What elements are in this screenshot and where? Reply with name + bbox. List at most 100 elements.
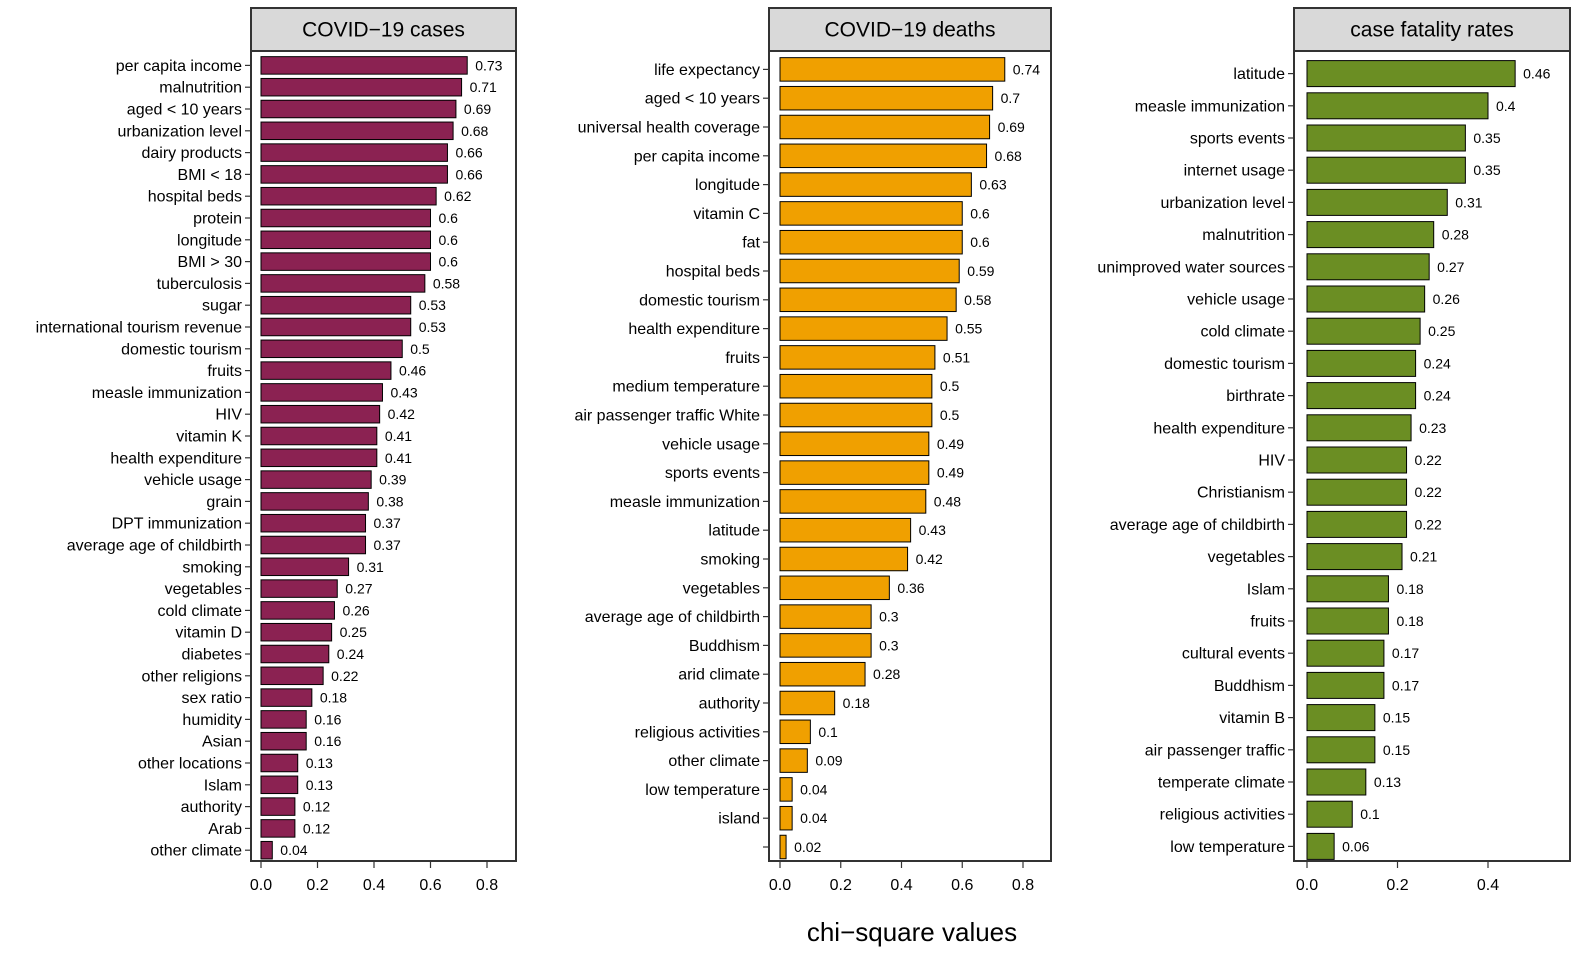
- panel-3-bar-birthrate: [1306, 382, 1417, 410]
- panel-2-bar-hospital-beds: [779, 258, 960, 284]
- panel-2-value-label-vitamin-c: 0.6: [970, 205, 990, 221]
- panel-2-value-label-island: 0.04: [800, 810, 827, 826]
- panel-2-bar-measle-immunization: [779, 489, 927, 514]
- panel-1-bar-hospital-beds: [260, 186, 437, 206]
- panel-1-bar-measle-immunization: [260, 383, 383, 402]
- panel-2-category-label-air-passenger-traffic-white: air passenger traffic White: [574, 408, 760, 425]
- panel-3: case fatality rates latitude 0.46 measle im…: [1097, 7, 1571, 894]
- panel-3-bar-buddhism: [1306, 671, 1385, 699]
- panel-1-category-label-vehicle-usage: vehicle usage: [144, 472, 242, 489]
- panel-2-value-label-authority: 0.18: [843, 695, 870, 711]
- panel-1-category-label-longitude: longitude: [177, 232, 242, 249]
- panel-3-category-label-domestic-tourism: domestic tourism: [1164, 356, 1285, 373]
- panel-2-bar-blank: [779, 834, 787, 860]
- panel-1-category-label-diabetes: diabetes: [182, 647, 243, 664]
- panel-1-bar-tuberculosis: [260, 274, 426, 293]
- panel-1-value-label-aged-10-years: 0.69: [464, 101, 491, 117]
- panel-3-category-label-cultural-events: cultural events: [1182, 646, 1285, 663]
- panel-3-value-label-latitude: 0.46: [1523, 66, 1550, 82]
- panel-3-value-label-measle-immunization: 0.4: [1496, 98, 1516, 114]
- panel-2-value-label-measle-immunization: 0.48: [934, 493, 961, 509]
- panel-1-bar-authority: [260, 797, 296, 816]
- panel-3-value-label-temperate-climate: 0.13: [1374, 774, 1401, 790]
- panel-1-value-label-asian: 0.16: [314, 733, 341, 749]
- panel-1-value-label-diabetes: 0.24: [337, 646, 364, 662]
- panel-1-value-label-protein: 0.6: [439, 210, 459, 226]
- panel-3-bar-cultural-events: [1306, 639, 1385, 667]
- panel-2-category-label-island: island: [718, 811, 760, 828]
- panel-3-bar-vitamin-b: [1306, 704, 1376, 732]
- panel-1-bar-dpt-immunization: [260, 513, 367, 533]
- panel-3-category-label-latitude: latitude: [1233, 66, 1285, 83]
- panel-3-bar-measle-immunization: [1306, 92, 1489, 120]
- panel-2-value-label-health-expenditure: 0.55: [955, 321, 982, 337]
- panel-3-bar-vehicle-usage: [1306, 285, 1426, 313]
- panel-3-category-label-vegetables: vegetables: [1208, 549, 1285, 566]
- panel-1-bar-international-tourism-revenue: [260, 317, 412, 337]
- panel-3-value-label-buddhism: 0.17: [1392, 677, 1419, 693]
- panel-1-bar-aged-10-years: [260, 99, 457, 119]
- panel-1-category-label-other-locations: other locations: [138, 756, 242, 773]
- panel-2-bar-average-age-of-childbirth: [779, 604, 872, 629]
- panel-2-bar-domestic-tourism: [779, 287, 957, 313]
- panel-2-category-label-universal-health-coverage: universal health coverage: [578, 120, 760, 137]
- panel-1-category-label-vitamin-d: vitamin D: [175, 625, 242, 642]
- panel-3-value-label-fruits: 0.18: [1396, 613, 1423, 629]
- panel-1-bar-dairy-products: [260, 143, 448, 162]
- panel-1-bar-grain: [260, 492, 369, 511]
- panel-2-bar-religious-activities: [779, 719, 811, 745]
- panel-1-bar-humidity: [260, 710, 307, 729]
- panel-2-value-label-aged-10-years: 0.7: [1001, 90, 1021, 106]
- panel-1-bar-vehicle-usage: [260, 470, 372, 489]
- panel-1-category-label-islam: Islam: [204, 777, 242, 794]
- panel-3-bar-vegetables: [1306, 543, 1403, 571]
- panel-1-bar-bmi-30: [260, 252, 431, 271]
- panel-1-category-label-aged-10-years: aged < 10 years: [127, 102, 242, 119]
- panel-3-bar-latitude: [1306, 60, 1516, 88]
- panel-1-bar-smoking: [260, 557, 350, 577]
- panel-3-bar-religious-activities: [1306, 800, 1353, 828]
- panel-1-value-label-international-tourism-revenue: 0.53: [419, 319, 446, 335]
- panel-1-bar-protein: [260, 208, 431, 228]
- panel-1-category-label-health-expenditure: health expenditure: [110, 450, 242, 467]
- panel-3-category-label-health-expenditure: health expenditure: [1153, 420, 1285, 437]
- panel-1-bar-diabetes: [260, 644, 330, 664]
- panel-3-bar-health-expenditure: [1306, 414, 1412, 442]
- panel-1-bar-other-religions: [260, 666, 324, 686]
- panel-3-bar-sports-events: [1306, 124, 1466, 152]
- panel-2-category-label-measle-immunization: measle immunization: [610, 494, 760, 511]
- panel-3-strip: [1293, 7, 1571, 52]
- panel-3-category-label-birthrate: birthrate: [1226, 388, 1285, 405]
- panel-2-category-label-religious-activities: religious activities: [635, 724, 760, 741]
- panel-1-value-label-bmi-30: 0.6: [439, 254, 459, 270]
- panel-2-value-label-religious-activities: 0.1: [818, 724, 838, 740]
- panel-1-value-label-bmi-18: 0.66: [455, 166, 482, 182]
- panel-3-bar-internet-usage: [1306, 156, 1466, 184]
- panel-3-category-label-vitamin-b: vitamin B: [1219, 710, 1285, 727]
- panel-2-bar-arid-climate: [779, 661, 866, 687]
- panel-2-category-label-vehicle-usage: vehicle usage: [662, 436, 760, 453]
- panel-1-value-label-arab: 0.12: [303, 820, 330, 836]
- panel-1-bar-hiv: [260, 404, 381, 424]
- panel-2-bar-other-climate: [779, 748, 808, 773]
- panel-1-category-label-malnutrition: malnutrition: [159, 80, 242, 97]
- panel-2-category-label-vitamin-c: vitamin C: [693, 206, 760, 223]
- panel-2-value-label-universal-health-coverage: 0.69: [998, 119, 1025, 135]
- panel-2-value-label-blank: 0.02: [794, 839, 821, 855]
- panel-1-strip: [250, 7, 517, 52]
- panel-2-bar-authority: [779, 690, 836, 716]
- panel-2-value-label-low-temperature: 0.04: [800, 781, 827, 797]
- panel-3-value-label-unimproved-water-sources: 0.27: [1437, 259, 1464, 275]
- panel-3-category-label-internet-usage: internet usage: [1184, 163, 1286, 180]
- panel-1-bar-vitamin-k: [260, 426, 378, 446]
- panel-1-value-label-grain: 0.38: [376, 493, 403, 509]
- x-axis-title: chi−square values: [807, 917, 1017, 947]
- panel-2-xtick-label-4: 0.6: [951, 877, 973, 894]
- panel-2-bar-low-temperature: [779, 777, 793, 802]
- panel-2-bar-medium-temperature: [779, 373, 933, 399]
- panel-2-category-label-medium-temperature: medium temperature: [612, 379, 760, 396]
- panel-2-value-label-other-climate: 0.09: [815, 753, 842, 769]
- panel-3-value-label-air-passenger-traffic: 0.15: [1383, 742, 1410, 758]
- panel-1-bar-sugar: [260, 295, 412, 315]
